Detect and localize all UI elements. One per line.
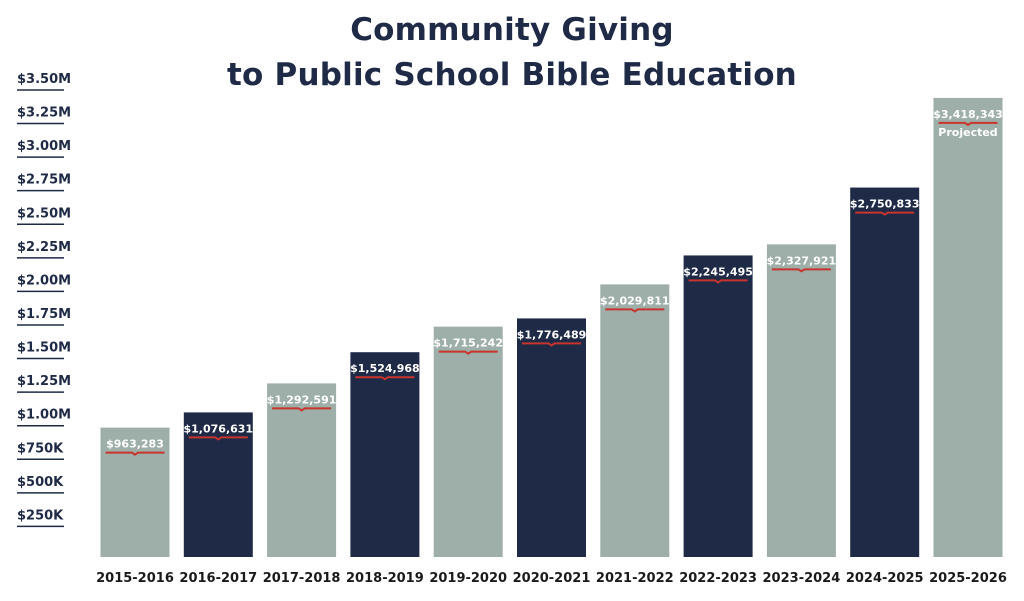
bar-value-label: $1,715,242 bbox=[433, 337, 503, 350]
bar-value-label: $2,245,495 bbox=[683, 265, 753, 278]
x-tick-label: 2021-2022 bbox=[596, 571, 674, 586]
y-tick-label: $2.75M bbox=[17, 173, 71, 188]
y-tick-label: $2.25M bbox=[17, 240, 71, 255]
x-tick-label: 2024-2025 bbox=[846, 571, 924, 586]
bar bbox=[517, 318, 586, 557]
y-tick-label: $1.25M bbox=[17, 374, 71, 389]
x-tick-label: 2017-2018 bbox=[263, 571, 341, 586]
value-underline bbox=[272, 407, 332, 412]
bar bbox=[350, 352, 420, 557]
x-tick-label: 2018-2019 bbox=[346, 571, 424, 586]
bar bbox=[683, 255, 753, 557]
bar-value-label: $2,029,811 bbox=[600, 294, 670, 307]
bar bbox=[100, 427, 170, 557]
bar-value-label: $3,418,343 bbox=[933, 108, 1003, 121]
bar-value-label: $963,283 bbox=[106, 438, 164, 451]
y-tick-label: $250K bbox=[17, 508, 64, 523]
y-tick-label: $1.75M bbox=[17, 307, 71, 322]
bar-value-label: $2,327,921 bbox=[767, 254, 837, 267]
value-underline bbox=[855, 211, 915, 216]
y-tick-label: $500K bbox=[17, 475, 64, 490]
bar bbox=[850, 187, 920, 558]
value-underline bbox=[771, 268, 831, 273]
bar bbox=[933, 97, 1003, 557]
x-tick-label: 2023-2024 bbox=[763, 571, 841, 586]
bar bbox=[766, 244, 836, 557]
y-tick-label: $750K bbox=[17, 441, 64, 456]
chart-title-line-1: Community Giving bbox=[350, 12, 674, 48]
y-tick-label: $2.00M bbox=[17, 273, 71, 288]
y-tick-label: $3.50M bbox=[17, 72, 71, 87]
x-tick-label: 2022-2023 bbox=[679, 571, 757, 586]
bar bbox=[433, 326, 503, 557]
x-tick-label: 2025-2026 bbox=[929, 571, 1007, 586]
y-tick-label: $3.25M bbox=[17, 106, 71, 121]
value-underline bbox=[938, 121, 998, 127]
bar bbox=[267, 383, 337, 557]
value-underline bbox=[355, 376, 415, 381]
x-tick-label: 2016-2017 bbox=[179, 571, 257, 586]
value-underline bbox=[605, 308, 665, 313]
value-underline bbox=[688, 279, 748, 284]
x-tick-label: 2015-2016 bbox=[96, 571, 174, 586]
bar-value-label: $2,750,833 bbox=[850, 198, 920, 211]
value-underline bbox=[105, 451, 165, 456]
value-underline bbox=[188, 436, 248, 441]
value-underline bbox=[438, 350, 498, 355]
value-underline bbox=[522, 342, 581, 347]
bar bbox=[600, 284, 670, 557]
bar-value-label: $1,524,968 bbox=[350, 362, 420, 375]
y-tick-label: $1.00M bbox=[17, 408, 71, 423]
x-tick-label: 2019-2020 bbox=[429, 571, 507, 586]
projected-annotation: Projected bbox=[938, 126, 997, 139]
x-tick-label: 2020-2021 bbox=[513, 571, 591, 586]
y-tick-label: $3.00M bbox=[17, 139, 71, 154]
bar-value-label: $1,076,631 bbox=[184, 422, 254, 435]
y-tick-label: $1.50M bbox=[17, 341, 71, 356]
y-tick-label: $2.50M bbox=[17, 206, 71, 221]
bar-value-label: $1,776,489 bbox=[517, 328, 587, 341]
chart-title-line-2: to Public School Bible Education bbox=[227, 57, 797, 93]
bar-value-label: $1,292,591 bbox=[267, 393, 337, 406]
